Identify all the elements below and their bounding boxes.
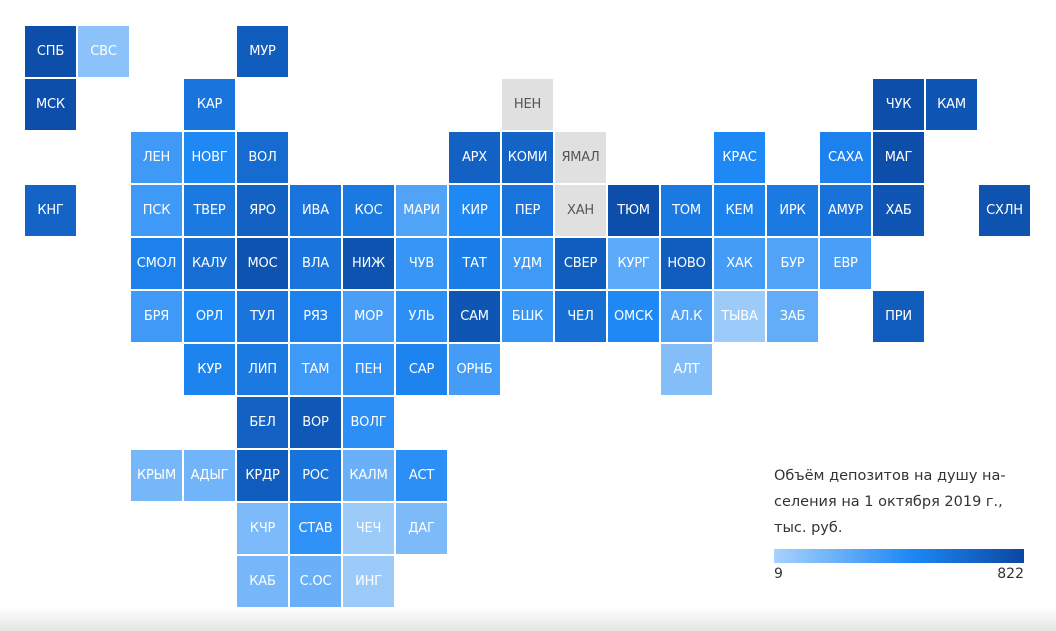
region-tile[interactable]: АЛТ (661, 344, 712, 395)
region-tile[interactable]: КАМ (926, 79, 977, 130)
region-tile[interactable]: ХАК (714, 238, 765, 289)
region-tile[interactable]: СХЛН (979, 185, 1030, 236)
legend: Объём депозитов на душу на- селения на 1… (774, 463, 1024, 582)
region-tile[interactable]: ЛИП (237, 344, 288, 395)
region-tile[interactable]: КЕМ (714, 185, 765, 236)
region-tile[interactable]: ТАТ (449, 238, 500, 289)
region-tile[interactable]: КОМИ (502, 132, 553, 183)
region-tile[interactable]: ПСК (131, 185, 182, 236)
region-tile[interactable]: ТЫВА (714, 291, 765, 342)
region-tile[interactable]: ТЮМ (608, 185, 659, 236)
region-tile[interactable]: СТАВ (290, 503, 341, 554)
region-tile[interactable]: РЯЗ (290, 291, 341, 342)
region-tile[interactable]: КАЛУ (184, 238, 235, 289)
legend-ticks: 9 822 (774, 566, 1024, 582)
region-tile[interactable]: УДМ (502, 238, 553, 289)
legend-min-label: 9 (774, 566, 783, 582)
region-tile[interactable]: ПРИ (873, 291, 924, 342)
region-tile[interactable]: АМУР (820, 185, 871, 236)
region-tile[interactable]: МОС (237, 238, 288, 289)
region-tile[interactable]: КАЛМ (343, 450, 394, 501)
region-tile[interactable]: КЧР (237, 503, 288, 554)
region-tile[interactable]: ТОМ (661, 185, 712, 236)
region-tile[interactable]: КРДР (237, 450, 288, 501)
region-tile[interactable]: УЛЬ (396, 291, 447, 342)
region-tile[interactable]: КАБ (237, 556, 288, 607)
region-tile[interactable]: ПЕР (502, 185, 553, 236)
region-tile[interactable]: НОВГ (184, 132, 235, 183)
region-tile[interactable]: МАГ (873, 132, 924, 183)
region-tile[interactable]: НИЖ (343, 238, 394, 289)
region-tile[interactable]: БШК (502, 291, 553, 342)
region-tile[interactable]: ДАГ (396, 503, 447, 554)
region-tile[interactable]: САР (396, 344, 447, 395)
region-tile[interactable]: СВС (78, 26, 129, 77)
region-tile[interactable]: ОМСК (608, 291, 659, 342)
legend-max-label: 822 (997, 566, 1024, 582)
region-tile[interactable]: МОР (343, 291, 394, 342)
region-tile[interactable]: ИНГ (343, 556, 394, 607)
region-tile[interactable]: ПЕН (343, 344, 394, 395)
region-tile[interactable]: КОС (343, 185, 394, 236)
region-tile[interactable]: ТАМ (290, 344, 341, 395)
region-tile[interactable]: ВОЛГ (343, 397, 394, 448)
region-tile[interactable]: САМ (449, 291, 500, 342)
region-tile[interactable]: МУР (237, 26, 288, 77)
region-tile[interactable]: ЯМАЛ (555, 132, 606, 183)
region-tile[interactable]: СМОЛ (131, 238, 182, 289)
region-tile[interactable]: РОС (290, 450, 341, 501)
region-tile[interactable]: АРХ (449, 132, 500, 183)
region-tile[interactable]: ИРК (767, 185, 818, 236)
region-tile[interactable]: КРЫМ (131, 450, 182, 501)
region-tile[interactable]: НОВО (661, 238, 712, 289)
region-tile[interactable]: ЗАБ (767, 291, 818, 342)
region-tile[interactable]: ИВА (290, 185, 341, 236)
region-tile[interactable]: АЛ.К (661, 291, 712, 342)
region-tile[interactable]: БЕЛ (237, 397, 288, 448)
region-tile[interactable]: С.ОС (290, 556, 341, 607)
region-tile[interactable]: СВЕР (555, 238, 606, 289)
region-tile[interactable]: АДЫГ (184, 450, 235, 501)
region-tile[interactable]: КРАС (714, 132, 765, 183)
region-tile[interactable]: КНГ (25, 185, 76, 236)
region-tile[interactable]: КАР (184, 79, 235, 130)
region-tile[interactable]: СПБ (25, 26, 76, 77)
region-tile[interactable]: КУР (184, 344, 235, 395)
region-tile[interactable]: ВОЛ (237, 132, 288, 183)
region-tile[interactable]: НЕН (502, 79, 553, 130)
region-tile[interactable]: БРЯ (131, 291, 182, 342)
region-tile[interactable]: ОРНБ (449, 344, 500, 395)
region-tile[interactable]: ЧУК (873, 79, 924, 130)
legend-title: Объём депозитов на душу на- селения на 1… (774, 468, 1006, 536)
region-tile[interactable]: БУР (767, 238, 818, 289)
region-tile[interactable]: ВЛА (290, 238, 341, 289)
region-tile[interactable]: КИР (449, 185, 500, 236)
region-tile[interactable]: ВОР (290, 397, 341, 448)
region-tile[interactable]: ЕВР (820, 238, 871, 289)
region-tile[interactable]: ЧЕЛ (555, 291, 606, 342)
region-tile[interactable]: МАРИ (396, 185, 447, 236)
region-tile[interactable]: ТУЛ (237, 291, 288, 342)
region-tile[interactable]: ЯРО (237, 185, 288, 236)
region-tile[interactable]: САХА (820, 132, 871, 183)
region-tile[interactable]: ТВЕР (184, 185, 235, 236)
region-tile[interactable]: АСТ (396, 450, 447, 501)
region-tile[interactable]: ХАН (555, 185, 606, 236)
legend-color-bar (774, 549, 1024, 563)
region-tile[interactable]: ОРЛ (184, 291, 235, 342)
region-tile[interactable]: ЧУВ (396, 238, 447, 289)
region-tile[interactable]: ЛЕН (131, 132, 182, 183)
region-tile[interactable]: КУРГ (608, 238, 659, 289)
region-tile[interactable]: ЧЕЧ (343, 503, 394, 554)
region-tile[interactable]: ХАБ (873, 185, 924, 236)
region-tile[interactable]: МСК (25, 79, 76, 130)
bottom-shade (0, 607, 1056, 631)
